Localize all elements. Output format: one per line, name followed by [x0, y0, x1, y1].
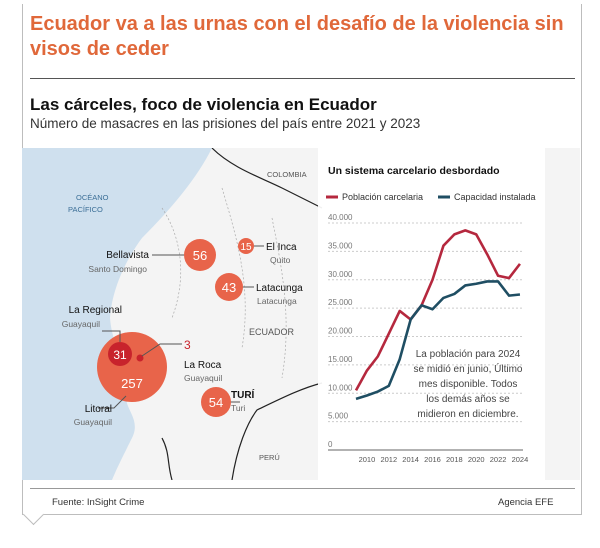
svg-text:midieron en diciembre.: midieron en diciembre.: [417, 409, 518, 420]
x-tick-label: 2012: [380, 455, 397, 464]
series-line-capacity: [355, 280, 521, 401]
svg-text:Litoral: Litoral: [85, 404, 112, 415]
svg-text:31: 31: [113, 348, 127, 362]
y-tick-label: 10.000: [328, 383, 353, 392]
x-tick-label: 2022: [490, 455, 507, 464]
x-tick-label: 2016: [424, 455, 441, 464]
legend-capacity: Capacidad instalada: [454, 192, 536, 202]
y-tick-label: 25.000: [328, 298, 353, 307]
svg-text:los demás años se: los demás años se: [426, 394, 510, 405]
svg-text:Latacunga: Latacunga: [257, 296, 297, 306]
line-chart: Un sistema carcelario desbordado Poblaci…: [326, 165, 536, 464]
sea: [22, 148, 212, 480]
bubble-el-inca: 15 El Inca Quito: [238, 238, 297, 265]
bubble-la-roca: 3 La Roca Guayaquil: [136, 338, 222, 383]
chart-title: Un sistema carcelario desbordado: [328, 165, 500, 177]
bubble-bellavista: 56 Bellavista Santo Domingo: [88, 239, 216, 274]
svg-text:TURÍ: TURÍ: [231, 388, 255, 401]
headline: Ecuador va a las urnas con el desafío de…: [30, 13, 564, 60]
bubble-latacunga: 43 Latacunga Latacunga: [215, 273, 303, 306]
svg-text:Latacunga: Latacunga: [256, 283, 303, 294]
infographic-title: Las cárceles, foco de violencia en Ecuad…: [30, 95, 377, 114]
chart-panel: [318, 148, 545, 480]
svg-text:Guayaquil: Guayaquil: [74, 417, 112, 427]
svg-text:56: 56: [193, 248, 207, 263]
bubble-turi: 54 TURÍ Turi: [201, 387, 255, 417]
bubble-la-regional: 31 La Regional Guayaquil: [62, 305, 132, 366]
x-tick-label: 2024: [512, 455, 529, 464]
svg-text:54: 54: [209, 395, 223, 410]
y-tick-label: 15.000: [328, 355, 353, 364]
svg-text:La Roca: La Roca: [184, 360, 222, 371]
agency-credit: Agencia EFE: [498, 497, 554, 508]
svg-text:Guayaquil: Guayaquil: [184, 373, 222, 383]
x-tick-label: 2010: [359, 455, 376, 464]
legend: Población carcelaria Capacidad instalada: [326, 192, 536, 202]
svg-text:Quito: Quito: [270, 255, 291, 265]
country-label-peru: PERÚ: [259, 453, 280, 462]
infographic-subtitle: Número de masacres en las prisiones del …: [30, 116, 421, 131]
y-tick-label: 0: [328, 440, 333, 449]
source-note: Fuente: InSight Crime: [52, 497, 145, 508]
divider: [30, 78, 575, 79]
svg-text:15: 15: [240, 242, 252, 253]
svg-text:Bellavista: Bellavista: [106, 250, 149, 261]
legend-population: Población carcelaria: [342, 192, 423, 202]
svg-text:mes disponible. Todos: mes disponible. Todos: [419, 379, 518, 390]
footer-divider: [30, 488, 575, 489]
map: OCÉANO PACÍFICO COLOMBIA ECUADOR PERÚ 56…: [22, 148, 580, 480]
svg-text:257: 257: [121, 376, 143, 391]
x-tick-label: 2014: [402, 455, 419, 464]
y-tick-label: 20.000: [328, 327, 353, 336]
ocean-label-2: PACÍFICO: [68, 205, 103, 214]
svg-text:El Inca: El Inca: [266, 242, 297, 253]
svg-text:Santo Domingo: Santo Domingo: [88, 264, 147, 274]
svg-text:43: 43: [222, 280, 236, 295]
svg-text:3: 3: [184, 338, 191, 352]
country-label-ecuador: ECUADOR: [249, 327, 295, 337]
svg-text:Guayaquil: Guayaquil: [62, 319, 100, 329]
y-tick-label: 40.000: [328, 213, 353, 222]
x-tick-label: 2018: [446, 455, 463, 464]
series-line-population: [354, 229, 521, 392]
ocean-label: OCÉANO: [76, 193, 109, 202]
y-tick-label: 35.000: [328, 241, 353, 250]
svg-text:La Regional: La Regional: [69, 305, 122, 316]
country-label-colombia: COLOMBIA: [267, 170, 307, 179]
annotation: La población para 2024 se midió en junio…: [414, 349, 523, 420]
svg-text:Turi: Turi: [231, 403, 245, 413]
x-tick-label: 2020: [468, 455, 485, 464]
y-tick-label: 5.000: [328, 412, 349, 421]
svg-text:se midió en junio, Último: se midió en junio, Último: [414, 362, 523, 375]
svg-text:La población para 2024: La población para 2024: [416, 349, 521, 360]
y-tick-label: 30.000: [328, 270, 353, 279]
